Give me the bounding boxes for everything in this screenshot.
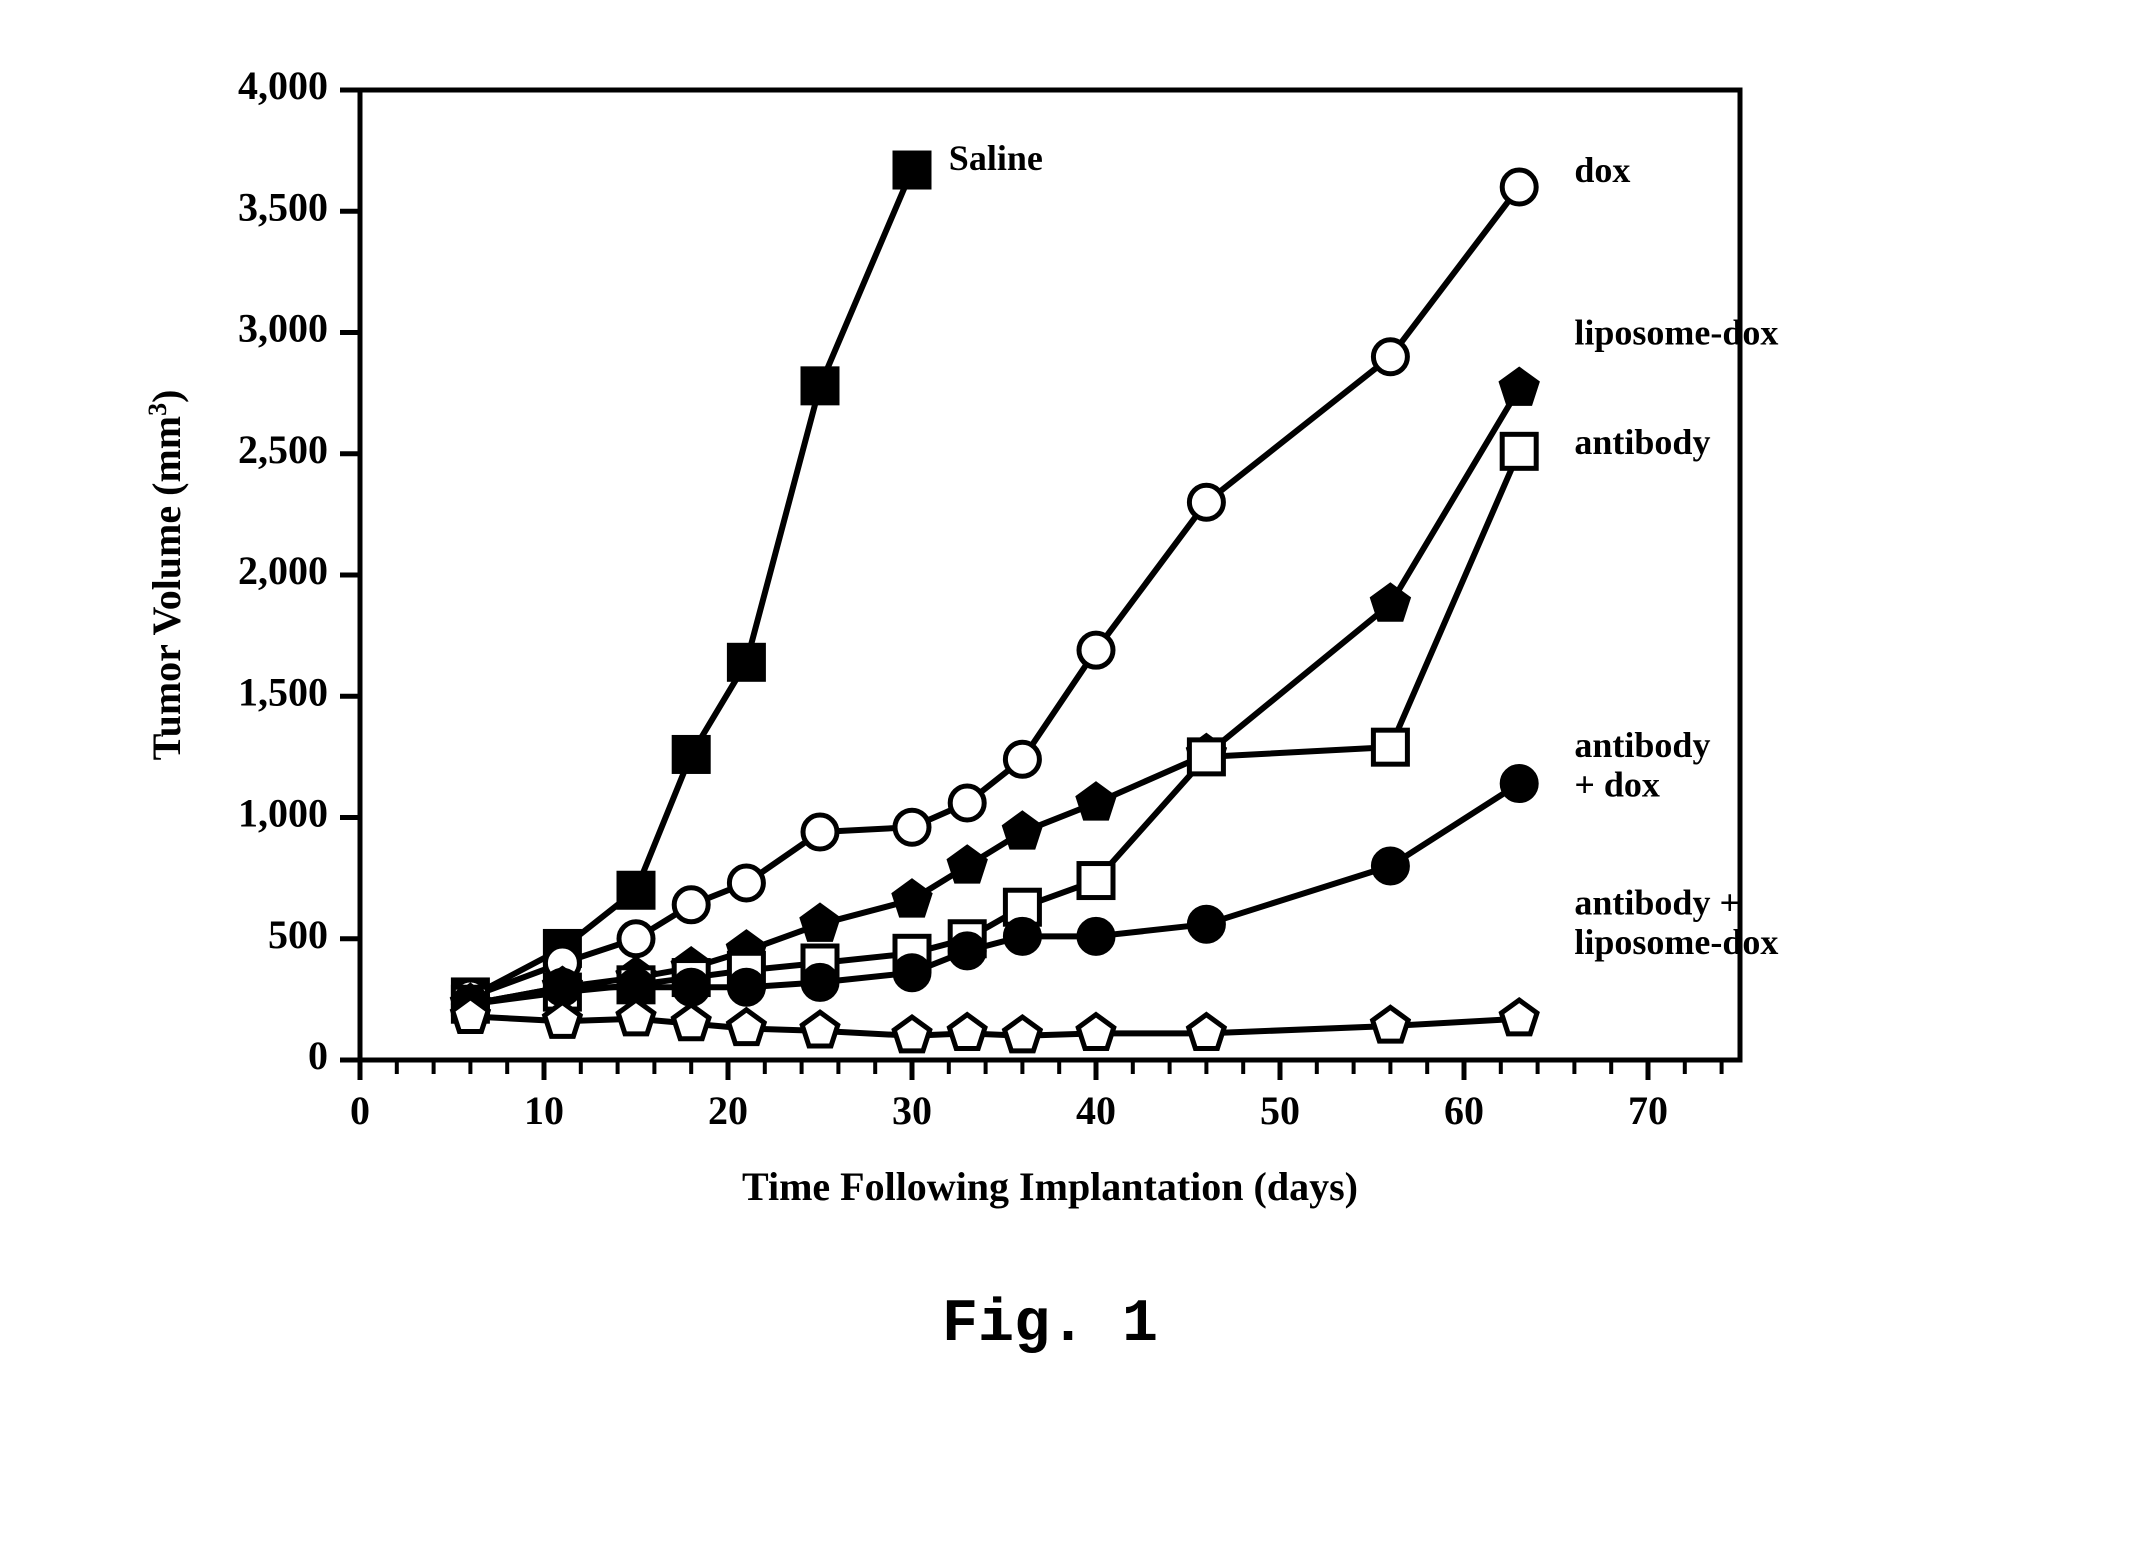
ytick-label: 3,000	[238, 306, 328, 351]
xtick-label: 70	[1628, 1088, 1668, 1133]
series-label-antibody: antibody	[1574, 422, 1710, 462]
xtick-label: 60	[1444, 1088, 1484, 1133]
series-label-antibody_dox: antibody+ dox	[1574, 725, 1710, 805]
xtick-label: 10	[524, 1088, 564, 1133]
ytick-label: 1,500	[238, 669, 328, 714]
x-axis-label: Time Following Implantation (days)	[742, 1164, 1358, 1209]
xtick-label: 40	[1076, 1088, 1116, 1133]
figure-title: Fig. 1	[942, 1291, 1158, 1359]
series-label-saline: Saline	[949, 138, 1043, 178]
xtick-label: 50	[1260, 1088, 1300, 1133]
xtick-label: 0	[350, 1088, 370, 1133]
ytick-label: 2,500	[238, 427, 328, 472]
y-axis-label: Tumor Volume (mm3)	[143, 390, 190, 761]
tumor-volume-chart: 0 500 1,000 1,500 2,000 2,500 3,000 3,500 4,000 0…	[0, 0, 2135, 1557]
series-label-dox: dox	[1574, 150, 1630, 190]
xtick-label: 30	[892, 1088, 932, 1133]
ytick-label: 500	[268, 912, 328, 957]
ytick-label: 2,000	[238, 548, 328, 593]
ytick-label: 3,500	[238, 184, 328, 229]
xtick-label: 20	[708, 1088, 748, 1133]
ytick-label: 1,000	[238, 791, 328, 836]
ytick-label: 4,000	[238, 63, 328, 108]
series-label-liposome_dox: liposome-dox	[1574, 313, 1778, 353]
series-label-antibody_liposome_dox: antibody +liposome-dox	[1574, 883, 1778, 963]
ytick-label: 0	[308, 1033, 328, 1078]
